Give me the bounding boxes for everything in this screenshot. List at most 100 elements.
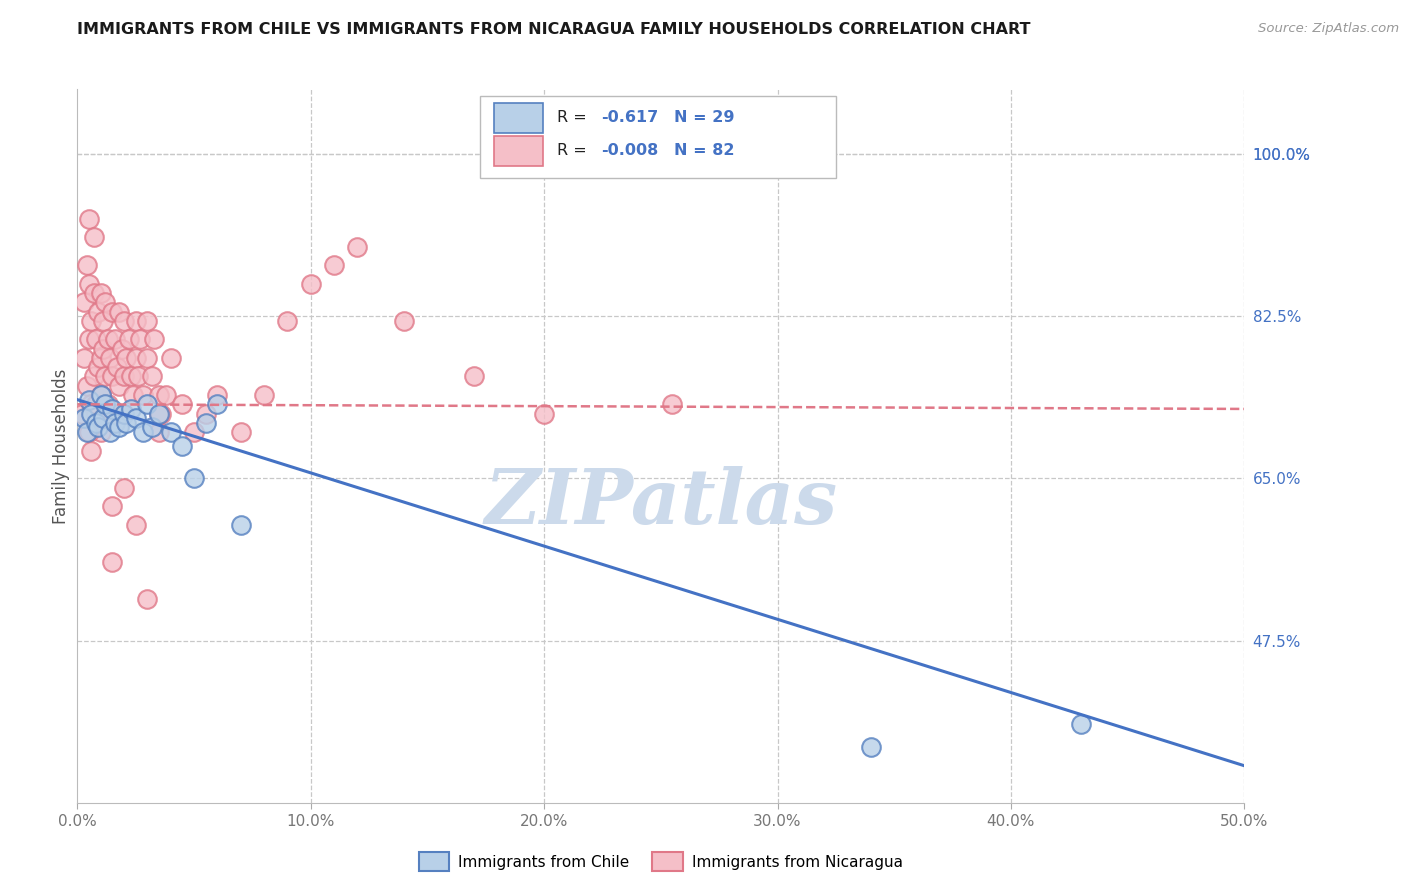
Point xyxy=(77,211,100,226)
Point xyxy=(76,425,98,439)
Point xyxy=(148,425,170,439)
Point xyxy=(172,397,194,411)
Point xyxy=(90,425,112,439)
Point xyxy=(141,369,163,384)
Point xyxy=(124,351,148,365)
Point xyxy=(80,407,103,421)
Point xyxy=(346,240,368,254)
Point xyxy=(83,286,105,301)
Point xyxy=(194,407,217,421)
Point xyxy=(94,407,117,421)
Point xyxy=(122,388,145,402)
Point xyxy=(77,333,100,347)
Point xyxy=(115,351,138,365)
Point xyxy=(80,314,103,328)
Point xyxy=(77,277,100,291)
Point xyxy=(101,401,124,416)
Point xyxy=(207,397,229,411)
Point xyxy=(155,388,177,402)
Point xyxy=(87,420,110,434)
Point xyxy=(141,420,163,434)
Point xyxy=(131,388,153,402)
Point xyxy=(101,500,124,514)
Point xyxy=(120,369,142,384)
Point xyxy=(194,416,217,430)
Point xyxy=(143,333,166,347)
Point xyxy=(80,397,103,411)
Point xyxy=(112,407,135,421)
Point xyxy=(70,407,93,421)
Point xyxy=(136,591,159,606)
Point xyxy=(120,401,142,416)
Point xyxy=(124,411,148,425)
Point xyxy=(148,388,170,402)
Point xyxy=(253,388,276,402)
Point xyxy=(859,740,882,755)
Point xyxy=(73,351,96,365)
Point xyxy=(104,333,127,347)
Point xyxy=(94,397,117,411)
Point xyxy=(101,369,124,384)
Point xyxy=(91,411,114,425)
Text: R =: R = xyxy=(557,111,592,125)
Point xyxy=(207,388,229,402)
Point xyxy=(97,333,120,347)
FancyBboxPatch shape xyxy=(494,136,543,166)
Point xyxy=(112,314,135,328)
Point xyxy=(112,407,135,421)
Point xyxy=(129,333,152,347)
Point xyxy=(84,416,107,430)
Point xyxy=(299,277,322,291)
Point xyxy=(98,425,121,439)
Point xyxy=(229,517,252,532)
Point xyxy=(115,416,138,430)
Point xyxy=(77,425,100,439)
Point xyxy=(183,471,205,485)
Point xyxy=(108,420,131,434)
Point xyxy=(108,304,131,318)
Text: N = 82: N = 82 xyxy=(673,143,734,158)
Point xyxy=(112,369,135,384)
Point xyxy=(98,351,121,365)
Point xyxy=(90,388,112,402)
Point xyxy=(105,360,128,375)
Point xyxy=(118,333,141,347)
Legend: Immigrants from Chile, Immigrants from Nicaragua: Immigrants from Chile, Immigrants from N… xyxy=(412,847,910,877)
Text: N = 29: N = 29 xyxy=(673,111,734,125)
Point xyxy=(136,314,159,328)
Point xyxy=(159,425,181,439)
Text: IMMIGRANTS FROM CHILE VS IMMIGRANTS FROM NICARAGUA FAMILY HOUSEHOLDS CORRELATION: IMMIGRANTS FROM CHILE VS IMMIGRANTS FROM… xyxy=(77,22,1031,37)
Point xyxy=(111,342,134,356)
Y-axis label: Family Households: Family Households xyxy=(52,368,70,524)
Point xyxy=(661,397,683,411)
Text: -0.008: -0.008 xyxy=(602,143,658,158)
Point xyxy=(172,439,194,453)
Point xyxy=(148,407,170,421)
Point xyxy=(101,304,124,318)
Point xyxy=(90,388,112,402)
Point xyxy=(229,425,252,439)
Point xyxy=(97,397,120,411)
Text: Source: ZipAtlas.com: Source: ZipAtlas.com xyxy=(1258,22,1399,36)
Point xyxy=(101,555,124,569)
Point xyxy=(76,258,98,272)
Text: ZIPatlas: ZIPatlas xyxy=(484,467,838,540)
Point xyxy=(124,314,148,328)
Point xyxy=(91,314,114,328)
Point xyxy=(392,314,415,328)
Point xyxy=(80,443,103,458)
Point xyxy=(276,314,298,328)
Point xyxy=(90,351,112,365)
Point xyxy=(108,378,131,392)
Point xyxy=(323,258,346,272)
Point xyxy=(1070,717,1092,731)
Point xyxy=(94,295,117,310)
FancyBboxPatch shape xyxy=(479,96,835,178)
Point xyxy=(73,411,96,425)
Point xyxy=(84,333,107,347)
Point xyxy=(112,481,135,495)
Point xyxy=(104,407,127,421)
Point xyxy=(94,369,117,384)
Point xyxy=(136,351,159,365)
Point xyxy=(104,416,127,430)
